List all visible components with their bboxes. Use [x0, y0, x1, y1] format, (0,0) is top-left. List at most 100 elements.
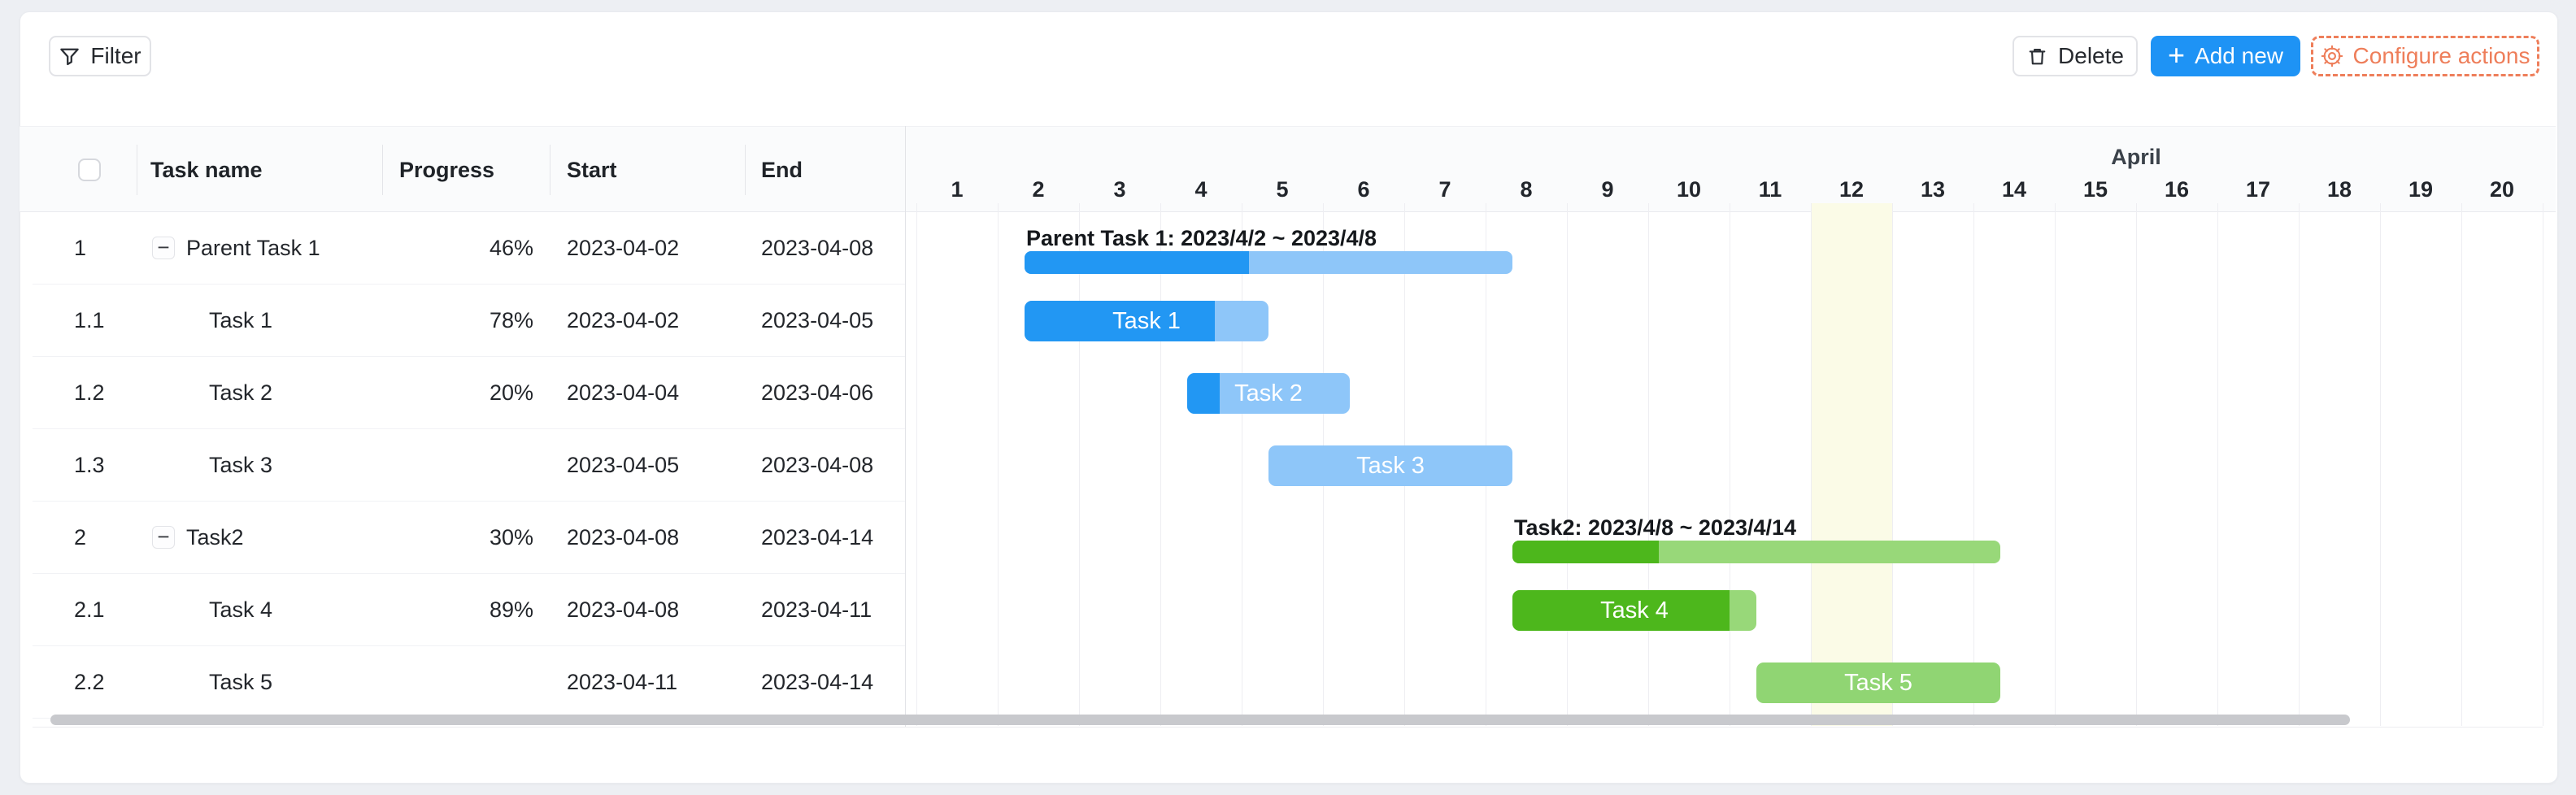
parent-task-bar-label: Parent Task 1: 2023/4/2 ~ 2023/4/8 — [1026, 226, 1377, 250]
day-header-cell: 2 — [1032, 177, 1045, 202]
column-header-progress: Progress — [399, 158, 495, 182]
add-new-button[interactable]: + Add new — [2151, 36, 2300, 76]
column-header-task-name: Task name — [150, 158, 263, 182]
filter-icon — [59, 46, 80, 67]
task-name-cell: Task 4 — [209, 597, 273, 622]
gantt-gridline — [2217, 203, 2218, 726]
day-header-cell: 6 — [1357, 177, 1370, 202]
table-header: Task name Progress Start End — [20, 126, 2556, 212]
task-bar[interactable]: Task 2 — [1187, 373, 1350, 414]
task-bar[interactable]: Task 3 — [1268, 445, 1512, 486]
table-row[interactable]: 2.1 Task 4 89% 2023-04-08 2023-04-11 — [33, 574, 905, 646]
collapse-button[interactable]: − — [152, 526, 175, 549]
task-bar-text: Task 5 — [1844, 669, 1912, 696]
gantt-gridline — [2136, 203, 2137, 726]
progress-cell: 89% — [489, 597, 533, 622]
task-name-cell: Parent Task 1 — [186, 236, 320, 260]
plus-icon: + — [2168, 37, 2186, 72]
gantt-gridline — [2299, 203, 2300, 726]
row-number: 2 — [74, 525, 87, 550]
day-header-cell: 9 — [1601, 177, 1614, 202]
configure-actions-button[interactable]: Configure actions — [2311, 36, 2539, 76]
table-row[interactable]: 2.2 Task 5 2023-04-11 2023-04-14 — [33, 646, 905, 719]
start-date-cell: 2023-04-05 — [567, 453, 680, 477]
start-date-cell: 2023-04-11 — [567, 670, 678, 694]
gantt-gridline — [1079, 203, 1080, 726]
task-bar[interactable]: Task 4 — [1512, 590, 1756, 631]
day-header-cell: 19 — [2408, 177, 2434, 202]
day-header-cell: 14 — [2001, 177, 2027, 202]
row-number: 1.1 — [74, 308, 105, 332]
add-new-button-label: Add new — [2195, 43, 2283, 68]
column-divider — [382, 145, 383, 195]
task-name-cell: Task 1 — [209, 308, 273, 332]
gantt-gridline — [1567, 203, 1568, 726]
row-number: 2.1 — [74, 597, 105, 622]
task-progress-fill — [1025, 301, 1215, 341]
task-name-cell: Task 5 — [209, 670, 273, 694]
parent-task-bar-label: Task2: 2023/4/8 ~ 2023/4/14 — [1514, 515, 1797, 540]
table-row[interactable]: 1.3 Task 3 2023-04-05 2023-04-08 — [33, 429, 905, 502]
end-date-cell: 2023-04-05 — [761, 308, 874, 332]
progress-cell: 78% — [489, 308, 533, 332]
day-header-cell: 13 — [1920, 177, 1946, 202]
table-row[interactable]: 1.1 Task 1 78% 2023-04-02 2023-04-05 — [33, 285, 905, 357]
gantt-gridline — [1811, 203, 1812, 726]
table-row[interactable]: 1 − Parent Task 1 46% 2023-04-02 2023-04-08 — [33, 212, 905, 285]
gantt-gridline — [1648, 203, 1649, 726]
horizontal-scrollbar[interactable] — [50, 715, 2350, 725]
trash-icon — [2026, 46, 2048, 67]
task-progress-fill — [1187, 373, 1220, 414]
day-header-cell: 12 — [1838, 177, 1865, 202]
end-date-cell: 2023-04-08 — [761, 236, 874, 260]
progress-cell — [382, 646, 533, 718]
task-name-cell: Task2 — [186, 525, 244, 550]
end-date-cell: 2023-04-14 — [761, 670, 874, 694]
day-header-cell: 7 — [1438, 177, 1451, 202]
task-progress-fill — [1512, 590, 1730, 631]
day-header-cell: 4 — [1194, 177, 1208, 202]
delete-button-label: Delete — [2058, 43, 2124, 68]
gantt-gridline — [2380, 203, 2381, 726]
parent-task-bar[interactable] — [1512, 541, 2000, 563]
gantt-gridline — [2461, 203, 2462, 726]
collapse-button[interactable]: − — [152, 237, 175, 259]
task-bar-text: Task 2 — [1234, 380, 1303, 406]
filter-button[interactable]: Filter — [49, 36, 151, 76]
task-bar-text: Task 4 — [1600, 597, 1669, 623]
row-number: 1.3 — [74, 453, 105, 477]
day-header-cell: 16 — [2164, 177, 2190, 202]
table-gantt-divider[interactable] — [905, 126, 906, 727]
progress-cell — [382, 429, 533, 501]
today-highlight-column — [1811, 203, 1892, 726]
start-date-cell: 2023-04-02 — [567, 236, 680, 260]
column-header-start: Start — [567, 158, 617, 182]
end-date-cell: 2023-04-06 — [761, 380, 874, 405]
table-row[interactable]: 2 − Task2 30% 2023-04-08 2023-04-14 — [33, 502, 905, 574]
gantt-gridline — [916, 203, 917, 726]
grid-bottom-border — [33, 727, 2543, 728]
day-header-cell: 18 — [2326, 177, 2352, 202]
column-divider — [745, 145, 746, 195]
task-bar[interactable]: Task 1 — [1025, 301, 1268, 341]
end-date-cell: 2023-04-11 — [761, 597, 872, 622]
task-progress-fill — [1512, 541, 1659, 563]
gantt-gridline — [1160, 203, 1161, 726]
day-header-cell: 11 — [1758, 177, 1782, 202]
gantt-gridline — [1973, 203, 1974, 726]
gantt-gridline — [998, 203, 999, 726]
gear-icon — [2321, 45, 2343, 67]
progress-cell: 20% — [489, 380, 533, 405]
delete-button[interactable]: Delete — [2012, 36, 2138, 76]
task-progress-fill — [1025, 251, 1249, 274]
day-header-cell: 15 — [2082, 177, 2108, 202]
day-header-cell: 17 — [2245, 177, 2271, 202]
start-date-cell: 2023-04-04 — [567, 380, 680, 405]
parent-task-bar[interactable] — [1025, 251, 1512, 274]
configure-actions-label: Configure actions — [2352, 43, 2530, 68]
task-bar[interactable]: Task 5 — [1756, 662, 2000, 703]
table-row[interactable]: 1.2 Task 2 20% 2023-04-04 2023-04-06 — [33, 357, 905, 429]
select-all-checkbox[interactable] — [78, 159, 101, 181]
day-header-cell: 8 — [1520, 177, 1533, 202]
